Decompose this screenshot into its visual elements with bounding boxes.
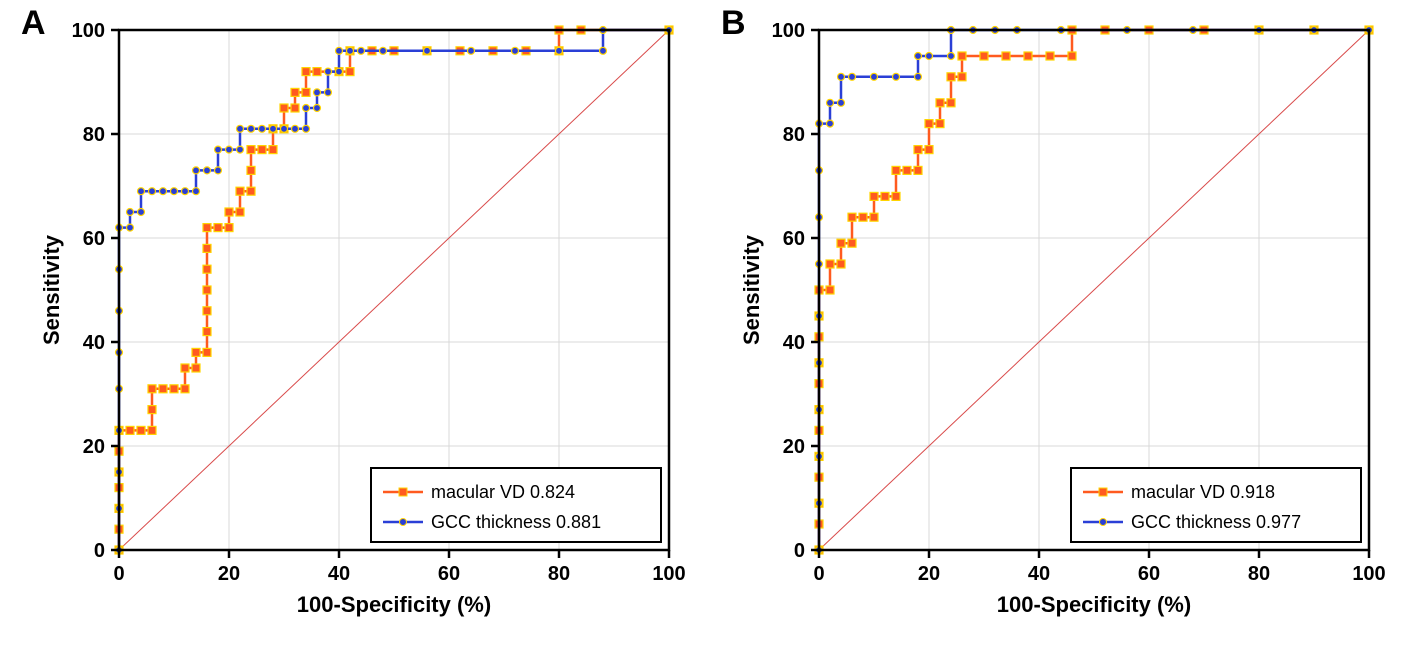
y-tick-label: 100 [772,20,805,42]
y-tick-label: 0 [794,540,805,562]
x-tick-label: 20 [218,563,240,585]
roc-chart: 0 20 40 60 80 100 0 20 40 60 80 100 100-Specificity … [729,10,1389,630]
y-tick-label: 80 [783,124,805,146]
y-tick-label: 60 [83,228,105,250]
y-tick-label: 20 [783,436,805,458]
y-tick-label: 0 [94,540,105,562]
legend-item-label: GCC thickness 0.977 [1131,512,1301,532]
x-tick-label: 40 [328,563,350,585]
x-tick-label: 20 [918,563,940,585]
y-tick-label: 40 [783,332,805,354]
x-axis-label: 100-Specificity (%) [297,592,491,617]
panel-A: A020406080100020406080100100-Specificity… [29,10,689,630]
panel-B: B020406080100020406080100100-Specificity… [729,10,1389,630]
y-tick-label: 40 [83,332,105,354]
x-tick-label: 100 [1352,563,1385,585]
y-tick-label: 60 [783,228,805,250]
y-tick-label: 100 [72,20,105,42]
y-axis-label: Sensitivity [739,234,764,345]
legend-item-label: macular VD 0.824 [431,482,575,502]
legend-item-label: macular VD 0.918 [1131,482,1275,502]
y-axis-label: Sensitivity [39,234,64,345]
panel-label: A [21,4,46,43]
y-tick-label: 80 [83,124,105,146]
x-tick-label: 80 [548,563,570,585]
y-tick-label: 20 [83,436,105,458]
x-tick-label: 40 [1028,563,1050,585]
figure-root: A 0 20 40 60 80 100 0 20 40 60 80 100 100-Specificity… [0,0,1418,640]
x-tick-label: 60 [438,563,460,585]
x-tick-label: 0 [113,563,124,585]
x-tick-label: 0 [813,563,824,585]
x-tick-label: 60 [1138,563,1160,585]
x-tick-label: 100 [652,563,685,585]
panel-label: B [721,4,746,43]
x-tick-label: 80 [1248,563,1270,585]
legend-item-label: GCC thickness 0.881 [431,512,601,532]
x-axis-label: 100-Specificity (%) [997,592,1191,617]
roc-chart: 0 20 40 60 80 100 0 20 40 60 80 100 100-Specificity … [29,10,689,630]
